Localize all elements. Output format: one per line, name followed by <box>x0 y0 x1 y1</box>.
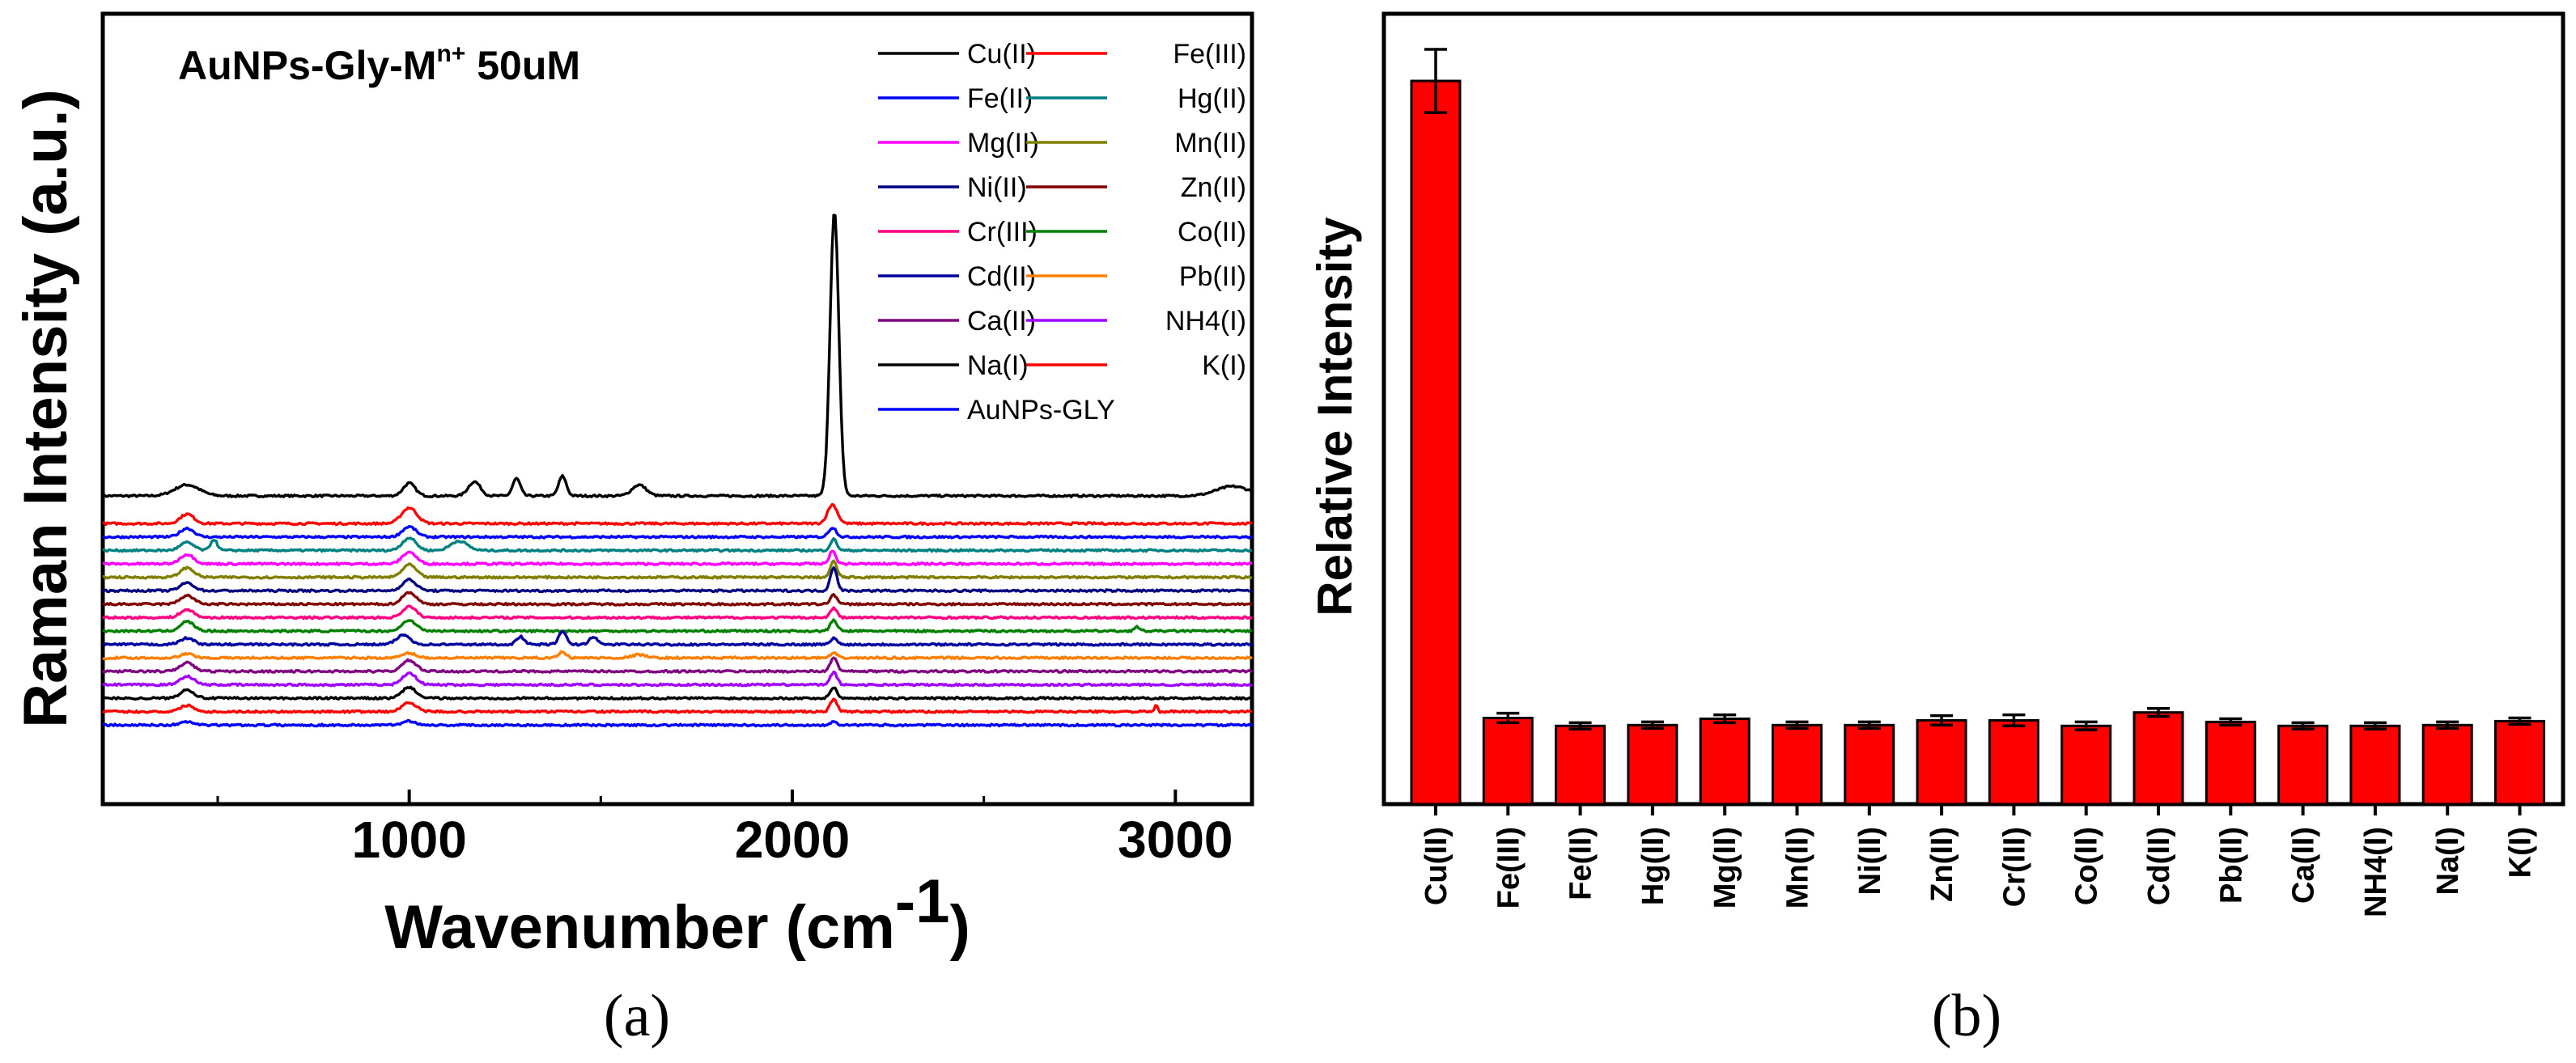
legend-entry-label: NH4(I) <box>1165 306 1246 337</box>
series-line-Ca(II) <box>101 656 1253 674</box>
bar-Ni(II) <box>1844 723 1895 806</box>
series-line-Fe(II) <box>102 524 1253 540</box>
panel-b-x-tick-labels: Cu(II) Fe(III) Fe(II) Hg(II) Mg(II) Mn(II) Ni(… <box>1420 804 2538 917</box>
legend-entry-label: Fe(III) <box>1173 39 1246 70</box>
panel-b-y-axis-title: Relative Intensity <box>1308 217 1362 616</box>
legend-entry-label: Mn(II) <box>1174 128 1246 159</box>
panel-a-plot-frame <box>100 11 1254 807</box>
bar-Cr(III) <box>1988 718 2039 806</box>
legend-entry-label: Zn(II) <box>1181 172 1246 203</box>
category-label: Ni(II) <box>1853 827 1887 895</box>
bar-Co(II) <box>2060 724 2112 806</box>
bar-Fe(II) <box>1555 724 1606 806</box>
category-label: Mn(II) <box>1781 827 1815 908</box>
panel-b-plot-frame <box>1381 11 2565 807</box>
bar-Fe(III) <box>1482 717 1534 806</box>
series-line-Mn(II) <box>102 559 1253 580</box>
x-tick-label: 3000 <box>1118 811 1233 869</box>
x-tick-label: 1000 <box>351 811 466 869</box>
legend-entry-label: Ca(II) <box>967 306 1036 337</box>
bar-Cd(II) <box>2133 711 2184 806</box>
series-line-AuNPs-GLY <box>102 718 1254 728</box>
bar-Hg(II) <box>1627 723 1678 806</box>
panel-a-legend: Cu(II) Fe(III)Fe(II) Hg(II)Mg(II) Mn(II)Ni(… <box>878 39 1246 426</box>
legend-entry-label: K(I) <box>1202 350 1246 381</box>
legend-entry-label: Fe(II) <box>967 83 1033 114</box>
series-line-Zn(II) <box>102 591 1253 607</box>
legend-entry-label: Ni(II) <box>967 172 1027 203</box>
category-label: Mg(II) <box>1708 827 1742 908</box>
series-line-Pb(II) <box>102 650 1254 661</box>
category-label: Zn(II) <box>1925 827 1959 902</box>
category-label: K(I) <box>2504 827 2538 878</box>
category-label: Hg(II) <box>1636 827 1670 905</box>
category-label: Cu(II) <box>1420 827 1454 905</box>
category-label: Pb(II) <box>2214 827 2248 904</box>
series-line-Ni(II) <box>102 565 1253 594</box>
bar-Pb(II) <box>2205 720 2256 806</box>
series-line-K(I) <box>102 697 1253 714</box>
bar-Zn(II) <box>1916 718 1967 806</box>
category-label: Cd(II) <box>2142 827 2176 905</box>
series-line-Hg(II) <box>102 536 1253 553</box>
series-line-Cd(II) <box>102 629 1254 647</box>
bar-NH4(I) <box>2349 724 2401 806</box>
series-line-Cr(III) <box>102 604 1254 620</box>
panel-a-traces <box>101 214 1254 728</box>
panel-a-annotation: AuNPs-Gly-Mn+ 50uM <box>178 40 580 88</box>
legend-entry-label: Na(I) <box>967 350 1029 381</box>
legend-entry-label: Hg(II) <box>1178 83 1246 114</box>
category-label: NH4(I) <box>2359 827 2393 917</box>
panel-a-label: (a) <box>604 983 670 1049</box>
category-label: Fe(III) <box>1492 827 1526 908</box>
bar-Mn(II) <box>1772 723 1823 806</box>
series-line-Mg(II) <box>102 549 1253 566</box>
category-label: Cr(III) <box>1997 827 2031 907</box>
panel-a-x-axis-title: Wavenumber (cm-1) <box>384 867 970 962</box>
x-tick-label: 2000 <box>735 811 850 869</box>
panel-b-relative-intensity: Cu(II) Fe(III) Fe(II) Hg(II) Mg(II) Mn(II) Ni(… <box>1308 11 2565 1049</box>
category-label: Co(II) <box>2070 827 2104 905</box>
category-label: Na(I) <box>2431 827 2465 895</box>
panel-a-raman-spectra: 1000 2000 3000 AuNPs-Gly-Mn+ 50uM Cu(II) Fe… <box>11 11 1254 1049</box>
panel-b-bars <box>1410 48 2545 806</box>
series-line-Cu(II) <box>101 214 1254 498</box>
bar-Cu(II) <box>1410 79 1462 806</box>
legend-entry-label: Cd(II) <box>967 261 1036 292</box>
bar-Mg(II) <box>1699 717 1751 806</box>
legend-entry-label: Cu(II) <box>967 39 1036 70</box>
series-line-NH4(I) <box>102 670 1253 688</box>
series-line-Co(II) <box>102 618 1253 633</box>
category-label: Ca(II) <box>2287 827 2321 904</box>
bar-Ca(II) <box>2277 724 2329 806</box>
legend-entry-label: AuNPs-GLY <box>967 395 1115 426</box>
legend-entry-label: Co(II) <box>1178 217 1246 248</box>
bar-Na(I) <box>2421 723 2473 806</box>
series-line-Fe(III) <box>102 502 1254 527</box>
series-line-Na(I) <box>102 685 1254 701</box>
category-label: Fe(II) <box>1564 827 1598 900</box>
panel-b-label: (b) <box>1932 983 2001 1049</box>
legend-entry-label: Cr(III) <box>967 217 1038 248</box>
panel-a-y-axis-title: Raman Intensity (a.u.) <box>11 89 80 728</box>
bar-K(I) <box>2494 719 2545 806</box>
legend-entry-label: Pb(II) <box>1179 261 1246 292</box>
panel-a-x-ticks: 1000 2000 3000 <box>216 790 1233 869</box>
